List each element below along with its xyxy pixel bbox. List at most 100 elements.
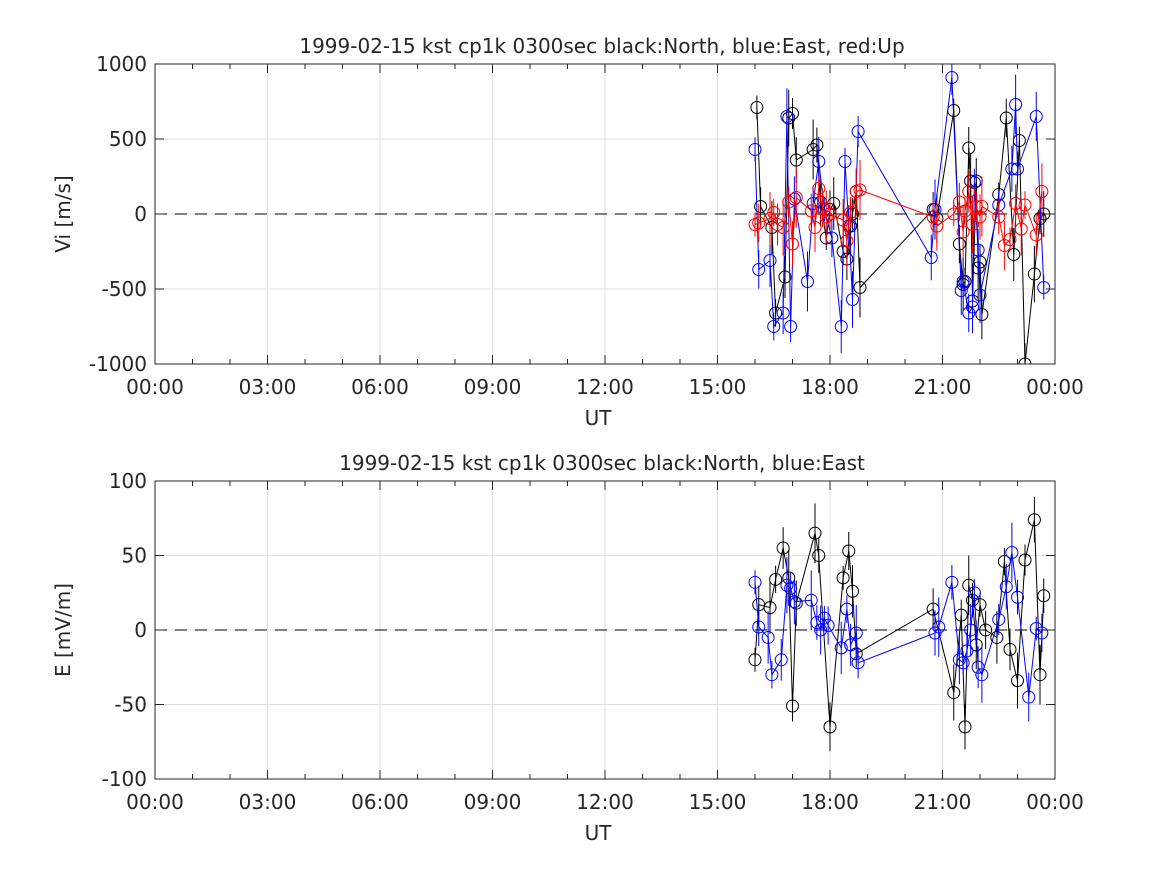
e-north-point (1011, 674, 1024, 688)
vi-north-point (778, 270, 792, 284)
vi-east-point (1009, 98, 1023, 111)
vi-y-tick-label: -1000 (89, 352, 147, 376)
vi-y-axis-label: Vi [m/s] (51, 175, 75, 252)
e-y-tick-label: 50 (122, 544, 147, 568)
vi-x-tick-label: 15:00 (689, 375, 747, 399)
e-north-point (823, 720, 837, 734)
vi-north-point (769, 306, 783, 320)
vi-chart: 00:00 03:00 06:00 09:00 12:00 15:00 18:00 21:00… (51, 34, 1084, 430)
vi-north-point (1033, 212, 1047, 225)
vi-east-point (924, 251, 938, 264)
vi-y-tick-labels: -1000 -500 0 500 1000 (89, 52, 147, 376)
e-north-point (979, 623, 993, 637)
e-east-point (960, 644, 974, 658)
e-east-point (765, 668, 779, 682)
vi-up-point (975, 200, 989, 213)
e-north-point (836, 571, 850, 585)
vi-y-tick-label: -500 (102, 277, 147, 301)
e-north-point (782, 571, 796, 585)
vi-up-point (786, 237, 799, 251)
vi-east-point (1029, 110, 1043, 123)
vi-x-tick-label: 18:00 (801, 375, 859, 399)
vi-east-point (776, 306, 790, 320)
vi-north-point (750, 101, 764, 114)
e-north-point (1037, 589, 1051, 603)
e-east-point (967, 586, 981, 600)
e-east-point (787, 595, 801, 609)
e-north-point (812, 549, 826, 562)
e-north-point (763, 601, 777, 615)
vi-north-point (754, 200, 768, 213)
vi-east-point (846, 293, 859, 306)
vi-east-point (838, 155, 852, 168)
vi-up-point (1029, 228, 1043, 242)
vi-north-point (1027, 267, 1041, 281)
vi-up-point (767, 206, 781, 219)
e-north-point (808, 526, 822, 540)
e-x-tick-label: 09:00 (464, 790, 522, 814)
e-east-point (804, 593, 818, 607)
e-x-tick-label: 15:00 (689, 790, 747, 814)
vi-east-point (1037, 281, 1051, 294)
vi-north-point (1018, 357, 1032, 364)
e-north-point (1027, 513, 1041, 527)
e-north-point (958, 720, 972, 734)
e-x-tick-label: 12:00 (576, 790, 634, 814)
e-east-point (774, 653, 788, 667)
e-east-point (840, 602, 854, 616)
e-north-point (842, 544, 856, 558)
vi-up-point (930, 219, 944, 233)
e-east-point (752, 620, 766, 634)
e-east-point (849, 626, 863, 640)
e-x-axis-label: UT (585, 821, 613, 845)
vi-east-point (801, 275, 814, 288)
e-north-point (748, 653, 762, 667)
e-x-tick-label: 03:00 (239, 790, 297, 814)
vi-up-point (958, 204, 972, 218)
vi-east-point (767, 320, 781, 333)
vi-east-point (752, 263, 766, 276)
vi-up-point (1018, 198, 1032, 212)
vi-x-tick-label: 06:00 (351, 375, 409, 399)
vi-axis-ticks (154, 63, 1056, 365)
vi-x-axis-label: UT (585, 406, 613, 430)
e-east-point (992, 613, 1006, 627)
vi-up-point (962, 185, 976, 198)
vi-east-point (1005, 162, 1019, 176)
vi-north-point (962, 141, 976, 155)
vi-east-point (954, 284, 968, 297)
vi-up-point (840, 234, 854, 248)
vi-up-point (782, 195, 796, 209)
vi-north-point (810, 138, 824, 152)
e-y-tick-label: 0 (134, 618, 147, 642)
vi-series-north (750, 89, 1051, 364)
e-x-tick-labels: 00:00 03:00 06:00 09:00 12:00 15:00 18:00 21:00… (126, 790, 1084, 814)
e-north-point (947, 686, 961, 700)
vi-series-layer (748, 64, 1051, 364)
e-x-tick-label: 18:00 (801, 790, 859, 814)
vi-east-point (851, 125, 865, 138)
e-x-tick-label: 00:00 (126, 790, 184, 814)
e-y-tick-label: 100 (109, 469, 147, 493)
e-north-point (1033, 668, 1047, 682)
vi-x-tick-label: 03:00 (239, 375, 297, 399)
vi-east-point (966, 300, 979, 314)
vi-series-up (748, 160, 1049, 271)
e-east-point (945, 575, 959, 589)
vi-north-point (782, 111, 796, 125)
vi-east-point (928, 203, 942, 216)
e-east-point (1011, 590, 1024, 604)
vi-up-line (754, 188, 1043, 247)
vi-east-point (973, 288, 987, 302)
vi-up-point (823, 207, 837, 221)
vi-chart-title: 1999-02-15 kst cp1k 0300sec black:North,… (299, 34, 904, 58)
e-east-line (754, 552, 1043, 698)
e-series-east (748, 522, 1049, 722)
e-east-point (817, 611, 831, 625)
e-east-point (821, 619, 835, 633)
vi-x-tick-label: 12:00 (576, 375, 634, 399)
vi-east-point (1011, 162, 1024, 176)
e-y-tick-labels: -100 -50 0 50 100 (102, 469, 147, 791)
e-east-point (814, 623, 828, 637)
